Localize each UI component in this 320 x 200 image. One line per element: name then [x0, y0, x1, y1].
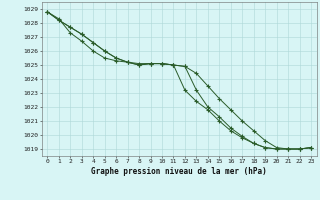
X-axis label: Graphe pression niveau de la mer (hPa): Graphe pression niveau de la mer (hPa)	[91, 167, 267, 176]
